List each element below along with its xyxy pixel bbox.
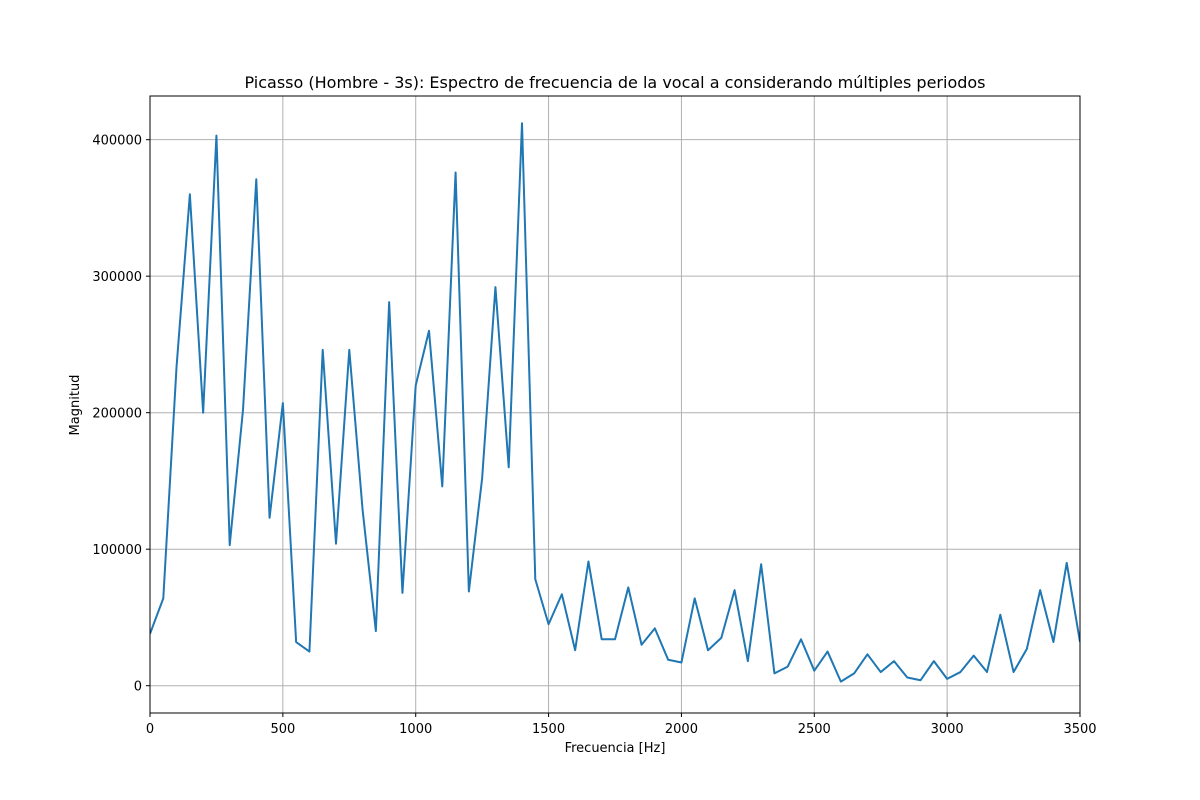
y-tick-label: 300000 bbox=[92, 270, 142, 285]
x-axis-label: Frecuencia [Hz] bbox=[565, 741, 666, 756]
y-tick-label: 0 bbox=[134, 680, 142, 695]
y-tick-label: 100000 bbox=[92, 543, 142, 558]
y-tick-label: 400000 bbox=[92, 134, 142, 149]
x-tick-label: 0 bbox=[146, 722, 154, 737]
x-tick-label: 1000 bbox=[399, 722, 432, 737]
x-tick-label: 2000 bbox=[665, 722, 698, 737]
x-tick-label: 3500 bbox=[1063, 722, 1096, 737]
x-tick-label: 3000 bbox=[931, 722, 964, 737]
series-group bbox=[150, 122, 1080, 683]
x-tick-label: 1500 bbox=[532, 722, 565, 737]
y-axis-label: Magnitud bbox=[68, 375, 83, 436]
grid bbox=[150, 96, 1080, 713]
series-line bbox=[150, 122, 1080, 683]
x-tick-label: 2500 bbox=[798, 722, 831, 737]
chart-title: Picasso (Hombre - 3s): Espectro de frecu… bbox=[244, 73, 985, 92]
plot-frame bbox=[149, 95, 1081, 714]
x-axis: 0 500 1000 1500 2000 2500 3000 3500 bbox=[146, 713, 1097, 737]
y-axis: 0 100000 200000 300000 400000 bbox=[92, 134, 150, 695]
x-tick-label: 500 bbox=[270, 722, 295, 737]
y-tick-label: 200000 bbox=[92, 407, 142, 422]
